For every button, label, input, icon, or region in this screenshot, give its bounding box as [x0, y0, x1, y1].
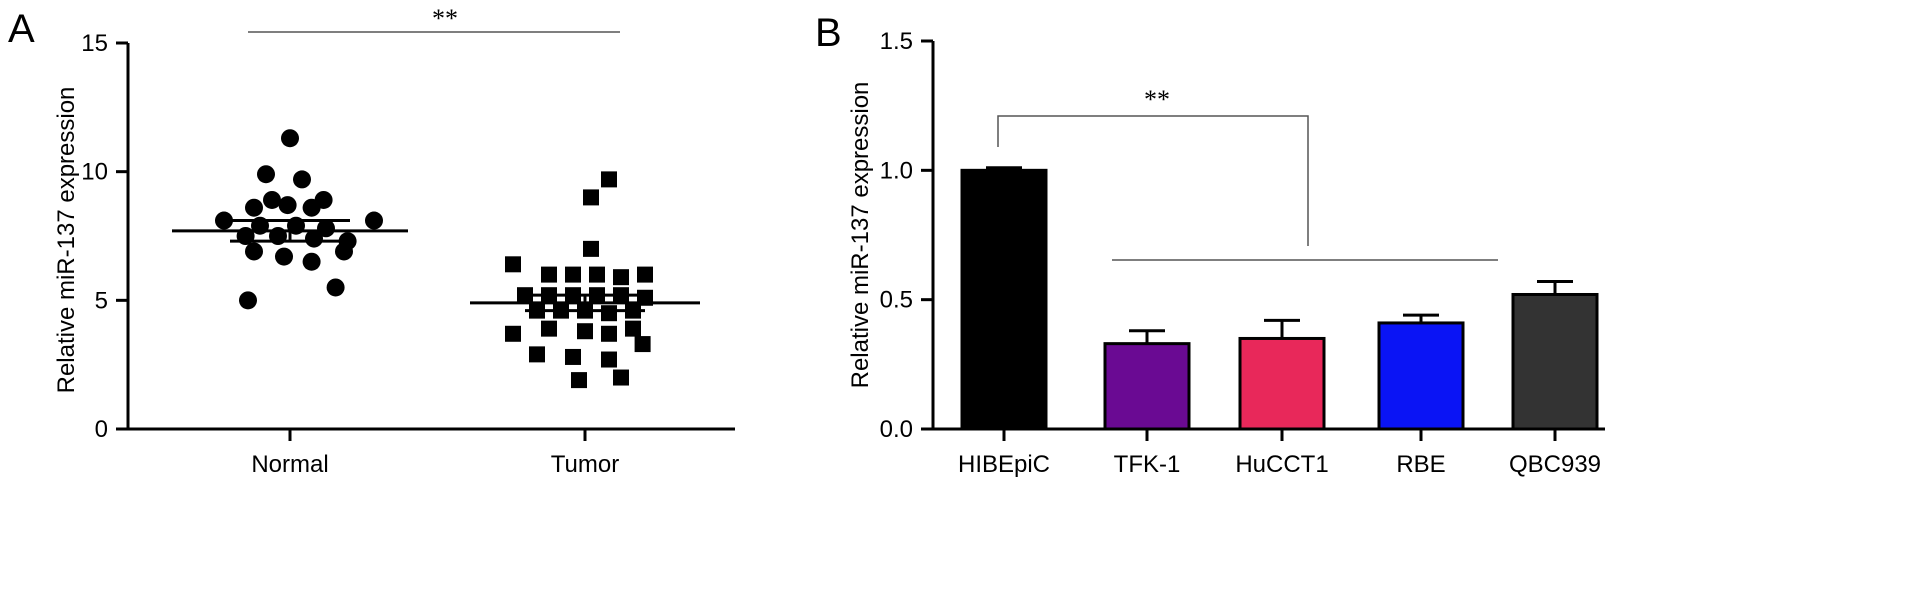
panel-a-point-normal [335, 242, 353, 261]
panel-a-point-normal [293, 170, 311, 189]
panel-b-bar [1103, 342, 1191, 431]
panel-b-axes: 0.0 0.5 1.0 1.5 HIBEpiC TFK-1 HuCCT1 RBE QBC939 [880, 28, 1605, 478]
panel-a-point-tumor [571, 372, 587, 389]
panel-b-bar [1511, 292, 1599, 431]
panel-a-significance-label: ** [432, 4, 458, 33]
panel-a-point-tumor [541, 266, 557, 283]
panel-b-y-axis-label: Relative miR-137 expression [847, 82, 874, 389]
panel-a-point-normal [263, 190, 281, 209]
panel-a-y-tick-label: 15 [81, 30, 108, 57]
panel-a-y-axis-label: Relative miR-137 expression [53, 87, 80, 394]
panel-a-point-normal [239, 291, 257, 310]
panel-a-point-normal [215, 211, 233, 230]
panel-b-significance-label: ** [1144, 85, 1170, 114]
panel-a-point-tumor [505, 325, 521, 342]
panel-a-point-normal [317, 219, 335, 238]
panel-b-x-tick-label: RBE [1396, 451, 1445, 478]
panel-a-point-normal [257, 165, 275, 184]
panel-a-point-tumor [505, 256, 521, 273]
panel-a-point-normal [245, 198, 263, 217]
panel-b-significance: ** [997, 85, 1498, 261]
panel-b-y-tick-label: 0.0 [880, 416, 913, 443]
panel-a-means [172, 219, 700, 313]
panel-b-bar [1238, 336, 1326, 431]
panel-b-x-tick-label: QBC939 [1509, 451, 1601, 478]
panel-a-point-normal [278, 196, 297, 215]
panel-a-point-normal [275, 247, 293, 266]
panel-a-point-normal [305, 229, 323, 248]
panel-a-y-tick-label: 10 [81, 159, 108, 186]
panel-b-bar [960, 168, 1048, 431]
panel-a-point-tumor [529, 346, 545, 363]
panel-a-point-normal [365, 211, 383, 230]
panel-a-axes: 0 5 10 15 Normal Tumor [81, 30, 735, 478]
panel-a-point-normal [302, 252, 321, 271]
panel-a-point-tumor [601, 351, 617, 368]
panel-a-point-tumor [613, 269, 629, 286]
panel-a-point-tumor [601, 325, 617, 342]
panel-b-significance-bracket [997, 115, 1309, 246]
panel-a-point-tumor [583, 189, 599, 206]
panel-a-point-tumor [601, 171, 617, 188]
panel-b-x-tick-label: TFK-1 [1114, 451, 1181, 478]
panel-a-point-tumor [625, 320, 641, 337]
panel-a-point-normal [302, 198, 321, 217]
panel-b-x-tick-label: HuCCT1 [1235, 451, 1328, 478]
panel-a-scatter: A Relative miR-137 expression 0 5 10 15 Norm… [8, 4, 735, 478]
panel-a-point-normal [326, 278, 345, 297]
panel-a-point-tumor [637, 266, 653, 283]
panel-b-bar [1377, 321, 1465, 431]
panel-a-point-tumor [613, 369, 629, 386]
panel-a-point-tumor [634, 336, 651, 353]
panel-a-point-normal [281, 129, 299, 148]
panel-a-significance: ** [248, 4, 620, 33]
panel-b-y-tick-label: 1.0 [880, 157, 913, 184]
panel-b-x-tick-label: HIBEpiC [958, 451, 1050, 478]
panel-a-y-tick-label: 5 [95, 287, 108, 314]
panel-a-point-tumor [577, 323, 593, 340]
panel-a-point-normal [245, 242, 263, 261]
panel-a-points [215, 129, 653, 389]
panel-b-y-tick-label: 0.5 [880, 287, 913, 314]
panel-b-bars [960, 166, 1599, 431]
panel-a-point-tumor [583, 240, 599, 257]
panel-a-point-tumor [601, 305, 617, 322]
panel-a-y-tick-label: 0 [95, 416, 108, 443]
panel-b-y-tick-label: 1.5 [880, 28, 913, 55]
panel-a-x-tick-label: Normal [251, 451, 328, 478]
panel-a-point-tumor [565, 348, 581, 365]
panel-a-point-tumor [589, 266, 605, 283]
panel-a-letter: A [8, 7, 35, 51]
panel-b-bar: B Relative miR-137 expression 0.0 0.5 1.0 1… [815, 11, 1605, 478]
panel-a-point-tumor [565, 266, 581, 283]
panel-a-x-tick-label: Tumor [551, 451, 619, 478]
panel-a-point-tumor [541, 320, 557, 337]
panel-b-letter: B [815, 11, 842, 55]
